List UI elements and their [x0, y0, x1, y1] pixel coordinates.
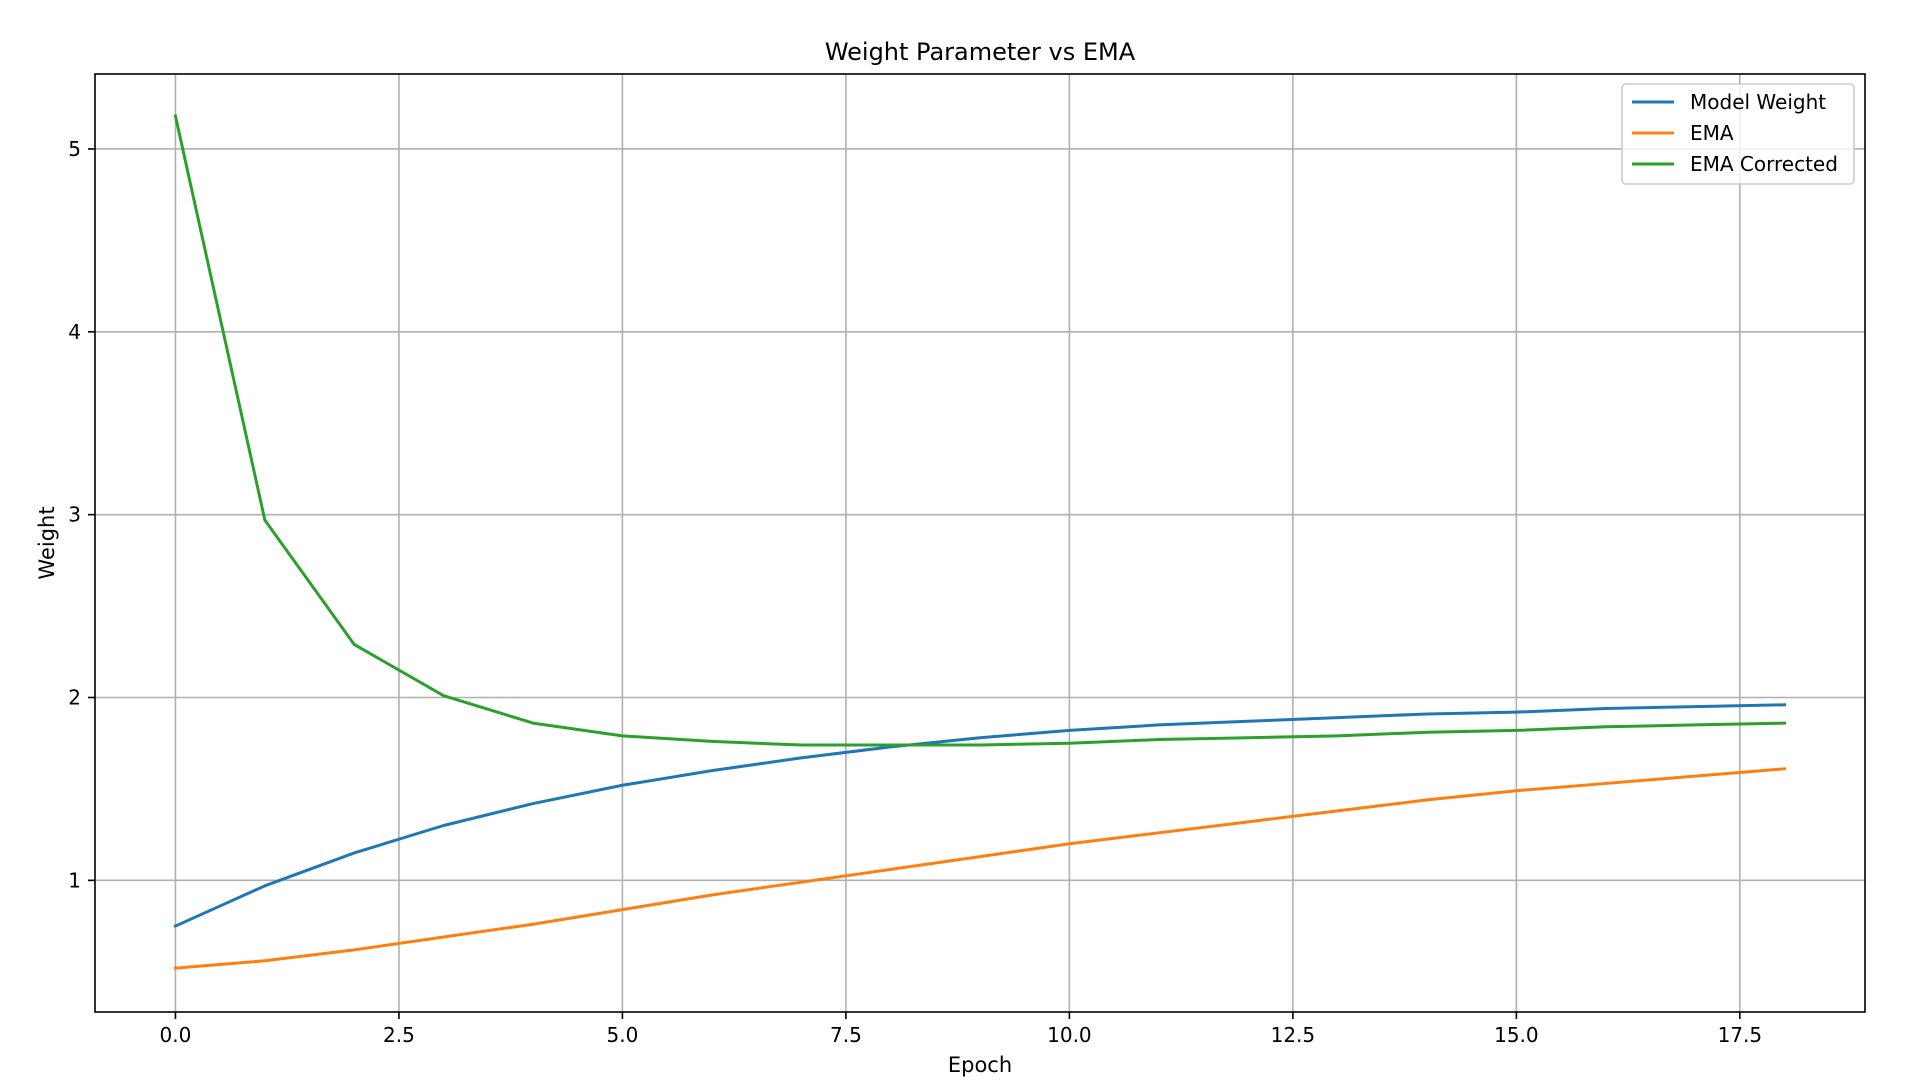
- y-tick-label: 2: [68, 686, 81, 710]
- x-tick-label: 5.0: [607, 1023, 639, 1047]
- x-tick-label: 7.5: [830, 1023, 862, 1047]
- x-tick-label: 10.0: [1047, 1023, 1092, 1047]
- y-axis-label: Weight: [35, 506, 59, 579]
- plot-area-frame: [94, 73, 1866, 1013]
- grid-lines: [95, 74, 1865, 1012]
- series-line-ema-corrected: [173, 114, 1787, 747]
- y-axis-ticks: 1 2 3 4 5: [68, 137, 95, 892]
- y-tick-label: 1: [68, 868, 81, 892]
- series-line-model-weight: [173, 703, 1787, 929]
- x-tick-label: 15.0: [1494, 1023, 1539, 1047]
- y-tick-label: 3: [68, 503, 81, 527]
- x-tick-label: 0.0: [160, 1023, 192, 1047]
- x-axis-ticks: 0.0 2.5 5.0 7.5 10.0 12.5 15.0 17.5: [160, 1012, 1763, 1047]
- y-tick-label: 5: [68, 137, 81, 161]
- chart-title: Weight Parameter vs EMA: [825, 38, 1136, 66]
- legend-label-ema-corrected: EMA Corrected: [1690, 152, 1838, 176]
- legend-label-model-weight: Model Weight: [1690, 90, 1826, 114]
- x-tick-label: 12.5: [1271, 1023, 1316, 1047]
- x-tick-label: 17.5: [1718, 1023, 1763, 1047]
- series-lines: [173, 114, 1787, 970]
- legend: Model Weight EMA EMA Corrected: [1621, 83, 1855, 185]
- x-tick-label: 2.5: [383, 1023, 415, 1047]
- legend-box: [1621, 83, 1855, 185]
- series-line-ema: [173, 767, 1787, 970]
- x-axis-label: Epoch: [948, 1053, 1012, 1077]
- y-tick-label: 4: [68, 320, 81, 344]
- legend-label-ema: EMA: [1690, 121, 1734, 145]
